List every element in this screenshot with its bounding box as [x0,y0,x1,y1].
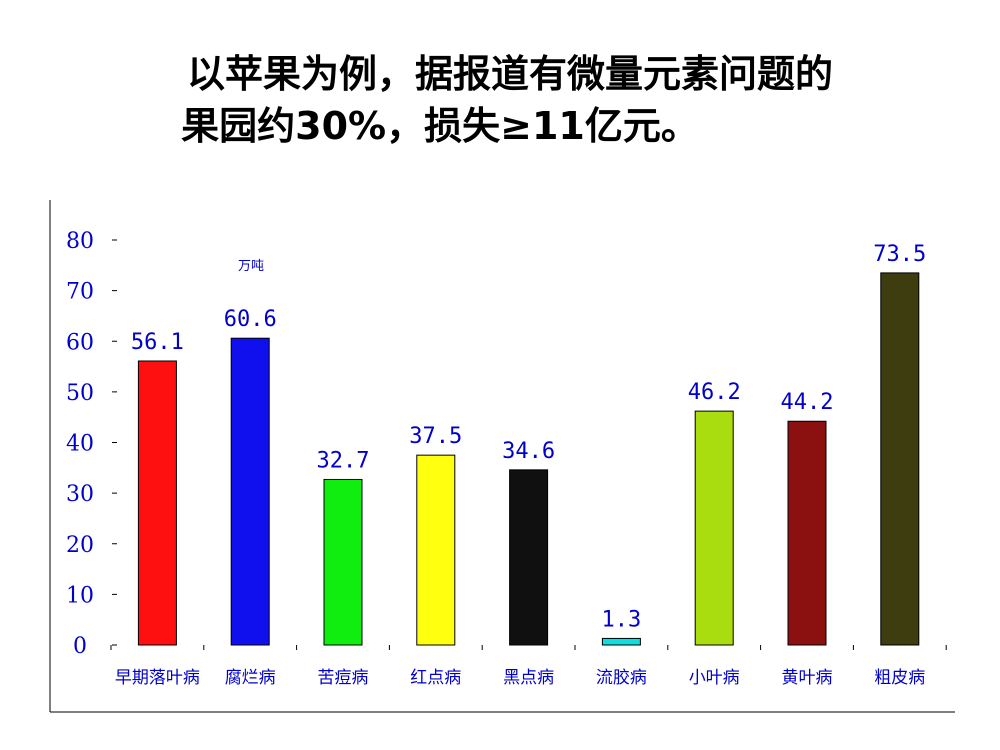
y-tick-label: 50 [66,381,94,406]
category-label-1: 早期落叶病 [115,668,200,688]
data-labels: 56.1 60.6 32.7 37.5 34.6 1.3 46.2 44.2 73.5 [131,242,926,633]
data-label-2: 60.6 [224,307,277,332]
chart-title: 以苹果为例，据报道有微量元素问题的 果园约30%，损失≥11亿元。 [0,48,1000,152]
title-line-1: 以苹果为例，据报道有微量元素问题的 [186,52,833,96]
category-label-6: 流胶病 [596,668,647,688]
y-tick-label: 30 [66,482,94,507]
data-label-9: 73.5 [873,242,926,267]
data-label-6: 1.3 [602,607,642,632]
unit-label: 万吨 [238,259,264,274]
bar-6 [601,637,641,646]
data-label-8: 44.2 [781,390,834,415]
chart-frame [49,200,955,713]
category-label-9: 粗皮病 [874,668,925,688]
category-label-5: 黑点病 [503,668,554,688]
bar-4 [416,454,456,646]
bar-9 [880,272,920,646]
data-label-3: 32.7 [317,448,370,473]
data-label-7: 46.2 [688,380,741,405]
category-label-8: 黄叶病 [782,668,833,688]
y-tick-label: 40 [66,432,94,457]
y-tick-label: 80 [66,229,94,254]
bar-8 [787,420,827,646]
y-tick-label: 10 [66,583,94,608]
category-label-7: 小叶病 [689,668,740,688]
category-labels: 早期落叶病 腐烂病 苦痘病 红点病 黑点病 流胶病 小叶病 黄叶病 粗皮病 [115,668,925,688]
y-tick-label: 70 [66,280,94,305]
category-label-2: 腐烂病 [225,668,276,688]
title-line-2: 果园约30%，损失≥11亿元。 [181,104,699,148]
data-label-5: 34.6 [502,439,555,464]
data-label-1: 56.1 [131,330,184,355]
y-tick-label: 20 [66,533,94,558]
category-label-3: 苦痘病 [318,668,369,688]
bar-1 [137,360,177,646]
bar-3 [323,478,363,646]
data-label-4: 37.5 [409,424,462,449]
bar-5 [509,469,549,646]
bar-2 [230,337,270,646]
y-tick-label: 0 [73,634,87,659]
y-axis: 0 10 20 30 40 50 60 70 80 [66,229,947,659]
y-tick-label: 60 [66,330,94,355]
bars [137,272,920,646]
bar-7 [694,410,734,646]
category-label-4: 红点病 [410,668,461,688]
